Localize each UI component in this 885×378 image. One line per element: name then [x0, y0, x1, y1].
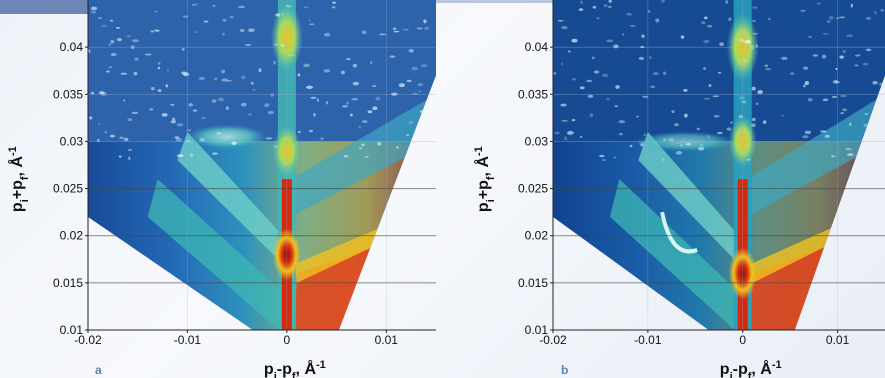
heatmap-field: [553, 0, 885, 330]
chart-panel-a: 0.01 0.015 0.02 0.025 0.03 0.035 0.04 -0.02 -0.0…: [7, 0, 436, 378]
y-tick-label: 0.015: [53, 276, 83, 290]
chart-panel-b: 0.01 0.015 0.02 0.025 0.03 0.035 0.04 -0.02 -0.0…: [473, 0, 885, 378]
x-tick-label: -0.01: [174, 333, 202, 347]
y-axis-label: pi+pf, Å-1: [473, 146, 497, 212]
y-tick-label: 0.035: [53, 87, 83, 101]
y-tick-label: 0.025: [53, 182, 83, 196]
y-tick-label: 0.04: [60, 40, 84, 54]
y-tick-label: 0.03: [525, 134, 549, 148]
y-tick-label: 0.035: [518, 87, 548, 101]
panel-label: b: [561, 363, 568, 377]
x-axis-label: pi-pf, Å-1: [720, 359, 782, 378]
panel-label: a: [95, 363, 102, 377]
y-axis-label: pi+pf, Å-1: [7, 146, 31, 212]
y-tick-label: 0.04: [525, 40, 549, 54]
y-tick-label: 0.03: [60, 134, 84, 148]
heatmap-field: [88, 0, 436, 330]
y-tick-label: 0.015: [518, 276, 548, 290]
x-tick-label: -0.02: [74, 333, 102, 347]
x-tick-label: 0.01: [375, 333, 399, 347]
y-tick-label: 0.02: [60, 229, 84, 243]
x-axis-label: pi-pf, Å-1: [264, 359, 326, 378]
y-tick-label: 0.02: [525, 229, 549, 243]
y-tick-label: 0.01: [60, 323, 84, 337]
y-tick-label: 0.025: [518, 182, 548, 196]
x-tick-label: 0: [284, 333, 291, 347]
x-tick-label: -0.02: [539, 333, 567, 347]
x-tick-label: 0: [739, 333, 746, 347]
x-tick-label: 0.01: [826, 333, 850, 347]
y-tick-label: 0.01: [525, 323, 549, 337]
header-tab: [0, 0, 92, 14]
x-tick-label: -0.01: [634, 333, 662, 347]
header-line: [92, 0, 885, 3]
